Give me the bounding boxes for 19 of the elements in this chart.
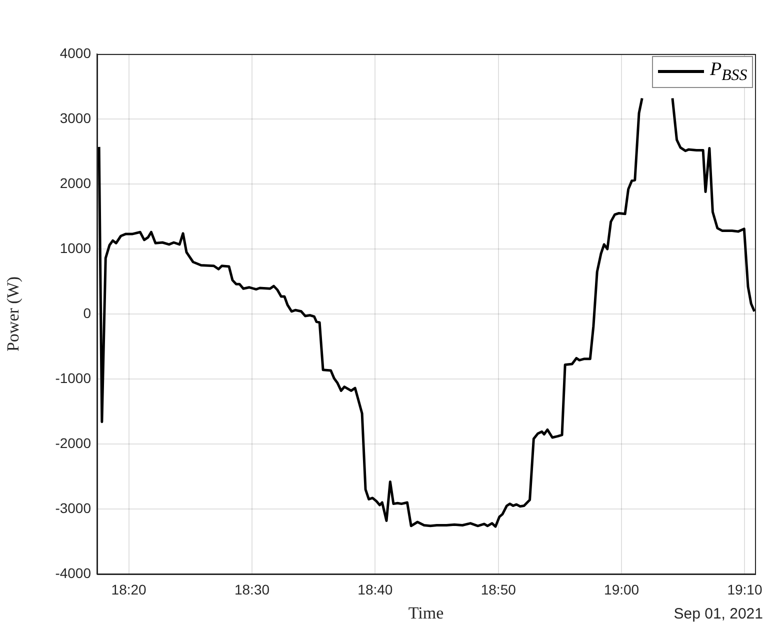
x-tick-label: 18:40 bbox=[358, 581, 393, 598]
x-tick-label: 19:10 bbox=[727, 581, 762, 598]
y-tick-label: 3000 bbox=[60, 110, 92, 126]
y-tick-label: -1000 bbox=[55, 370, 92, 386]
y-tick-label: -3000 bbox=[55, 500, 92, 516]
y-tick-label: 4000 bbox=[60, 44, 92, 61]
x-tick-label: 19:00 bbox=[604, 581, 640, 598]
x-tick-label: 18:30 bbox=[234, 581, 270, 598]
x-axis-title: Time bbox=[408, 603, 444, 622]
text: Sep 01, 2021 bbox=[674, 606, 763, 623]
y-tick-label: 1000 bbox=[60, 240, 92, 256]
y-tick-label: -2000 bbox=[55, 434, 92, 451]
legend-label: P$_{BSS}$ bbox=[710, 59, 748, 85]
x-tick-label: 18:20 bbox=[111, 581, 147, 598]
y-tick-label: 2000 bbox=[60, 174, 92, 191]
y-tick-label: 0 bbox=[83, 304, 92, 321]
y-axis-title: Power (W) bbox=[4, 276, 23, 352]
x-tick-label: 18:50 bbox=[480, 581, 516, 598]
y-tick-label: -4000 bbox=[55, 564, 92, 581]
